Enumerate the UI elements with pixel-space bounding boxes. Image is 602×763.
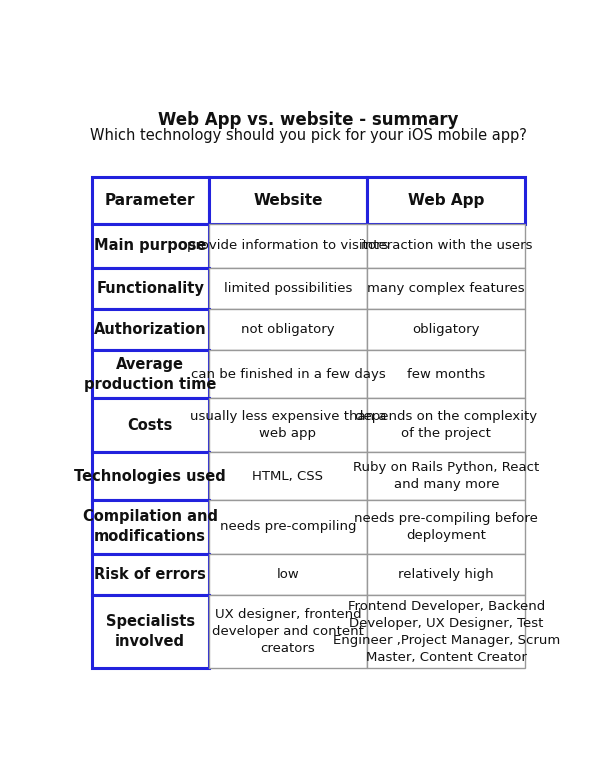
Text: Specialists
involved: Specialists involved	[105, 614, 194, 649]
Text: Ruby on Rails Python, React
and many more: Ruby on Rails Python, React and many mor…	[353, 461, 539, 491]
Text: Web App vs. website - summary: Web App vs. website - summary	[158, 111, 459, 129]
Text: Costs: Costs	[128, 418, 173, 433]
Text: Web App: Web App	[408, 193, 485, 208]
Bar	[209, 595, 367, 668]
Bar	[367, 224, 526, 268]
Text: Risk of errors: Risk of errors	[95, 567, 206, 582]
Bar	[367, 595, 526, 668]
Bar	[209, 554, 367, 595]
Bar	[92, 309, 209, 350]
Text: provide information to visitors: provide information to visitors	[187, 240, 389, 253]
Text: depends on the complexity
of the project: depends on the complexity of the project	[355, 410, 538, 440]
Bar	[209, 268, 367, 309]
Text: not obligatory: not obligatory	[241, 324, 335, 336]
Text: needs pre-compiling: needs pre-compiling	[220, 520, 356, 533]
Bar	[209, 452, 367, 500]
Bar	[367, 350, 526, 398]
Bar	[367, 452, 526, 500]
Text: Which technology should you pick for your iOS mobile app?: Which technology should you pick for you…	[90, 128, 527, 143]
Text: few months: few months	[407, 368, 485, 381]
Text: many complex features: many complex features	[367, 282, 525, 295]
Bar	[92, 452, 209, 500]
Text: HTML, CSS: HTML, CSS	[252, 469, 323, 482]
Bar	[92, 224, 209, 268]
Bar	[92, 398, 209, 452]
Bar	[367, 268, 526, 309]
Bar	[92, 554, 209, 595]
Bar	[209, 398, 367, 452]
Bar	[367, 500, 526, 554]
Bar	[92, 595, 209, 668]
Text: relatively high: relatively high	[399, 568, 494, 581]
Text: limited possibilities: limited possibilities	[224, 282, 352, 295]
Text: Main purpose: Main purpose	[94, 238, 206, 253]
Text: Parameter: Parameter	[105, 193, 196, 208]
Text: Website: Website	[253, 193, 323, 208]
Bar	[92, 500, 209, 554]
Text: Average
production time: Average production time	[84, 357, 216, 392]
Text: Authorization: Authorization	[94, 322, 206, 337]
Bar	[367, 554, 526, 595]
Bar	[209, 350, 367, 398]
Text: needs pre-compiling before
deployment: needs pre-compiling before deployment	[355, 512, 538, 542]
Text: Functionality: Functionality	[96, 281, 204, 296]
Text: interaction with the users: interaction with the users	[361, 240, 532, 253]
Text: Frontend Developer, Backend
Developer, UX Designer, Test
Engineer ,Project Manag: Frontend Developer, Backend Developer, U…	[333, 600, 560, 664]
Bar	[92, 268, 209, 309]
Text: UX designer, frontend
developer and content
creators: UX designer, frontend developer and cont…	[212, 608, 364, 655]
Bar	[209, 224, 367, 268]
Bar	[209, 500, 367, 554]
Bar	[209, 309, 367, 350]
Text: can be finished in a few days: can be finished in a few days	[191, 368, 385, 381]
Bar	[92, 350, 209, 398]
Bar	[367, 309, 526, 350]
Text: Technologies used: Technologies used	[74, 468, 226, 484]
Text: usually less expensive than a
web app: usually less expensive than a web app	[190, 410, 386, 440]
Text: low: low	[276, 568, 299, 581]
Bar	[367, 398, 526, 452]
Bar	[367, 177, 526, 224]
Bar	[209, 177, 367, 224]
Text: obligatory: obligatory	[412, 324, 480, 336]
Text: Compilation and
modifications: Compilation and modifications	[82, 510, 218, 544]
Bar	[92, 177, 209, 224]
